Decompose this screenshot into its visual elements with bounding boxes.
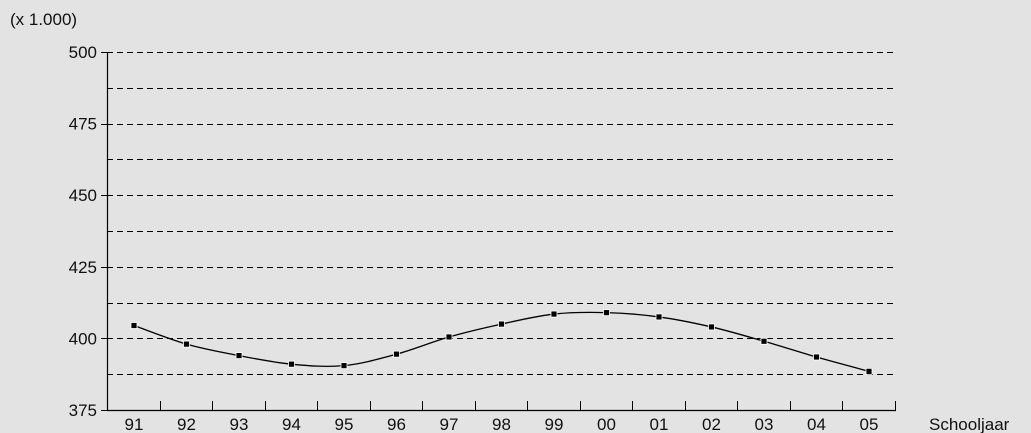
data-point [865,367,873,375]
data-point [183,340,190,348]
data-point [813,353,820,361]
x-tick-label: 99 [545,415,564,433]
unit-label: (x 1.000) [10,10,77,29]
x-tick-labels: 91 92 93 94 95 96 97 98 99 00 01 02 03 04 05 [125,415,879,433]
x-tick-label: 02 [702,415,721,433]
x-tick-label: 01 [650,415,669,433]
x-tick-label: 91 [125,415,144,433]
x-tick-label: 97 [440,415,459,433]
x-tick-label: 94 [282,415,301,433]
y-tick-label: 375 [69,401,97,420]
x-axis-title: Schooljaar [929,415,1010,433]
grid-lines [107,52,896,375]
x-tick-label: 98 [492,415,511,433]
x-tick-label: 92 [177,415,196,433]
y-tick-label: 400 [69,329,97,348]
data-point [445,333,453,341]
x-tick-label: 03 [755,415,774,433]
data-points [130,309,873,375]
y-tick-label: 475 [69,115,97,134]
data-point [393,350,400,358]
data-point [130,322,138,329]
data-point [498,320,505,328]
x-tick-label: 00 [597,415,616,433]
y-tick-label: 450 [69,186,97,205]
data-point [288,360,295,368]
data-point [760,337,768,345]
data-point [708,323,715,331]
x-tick-label: 04 [807,415,826,433]
x-tick-label: 95 [335,415,354,433]
x-tick-label: 96 [387,415,406,433]
data-point [655,313,663,321]
y-tick-label: 500 [69,43,97,62]
data-point [340,362,348,370]
data-point [235,352,243,359]
axes [101,52,896,412]
x-tick-label: 93 [230,415,249,433]
y-tick-labels: 375 400 425 450 475 500 [69,43,97,420]
y-tick-label: 425 [69,258,97,277]
data-point [550,310,558,318]
data-point [603,309,610,317]
x-tick-label: 05 [860,415,879,433]
